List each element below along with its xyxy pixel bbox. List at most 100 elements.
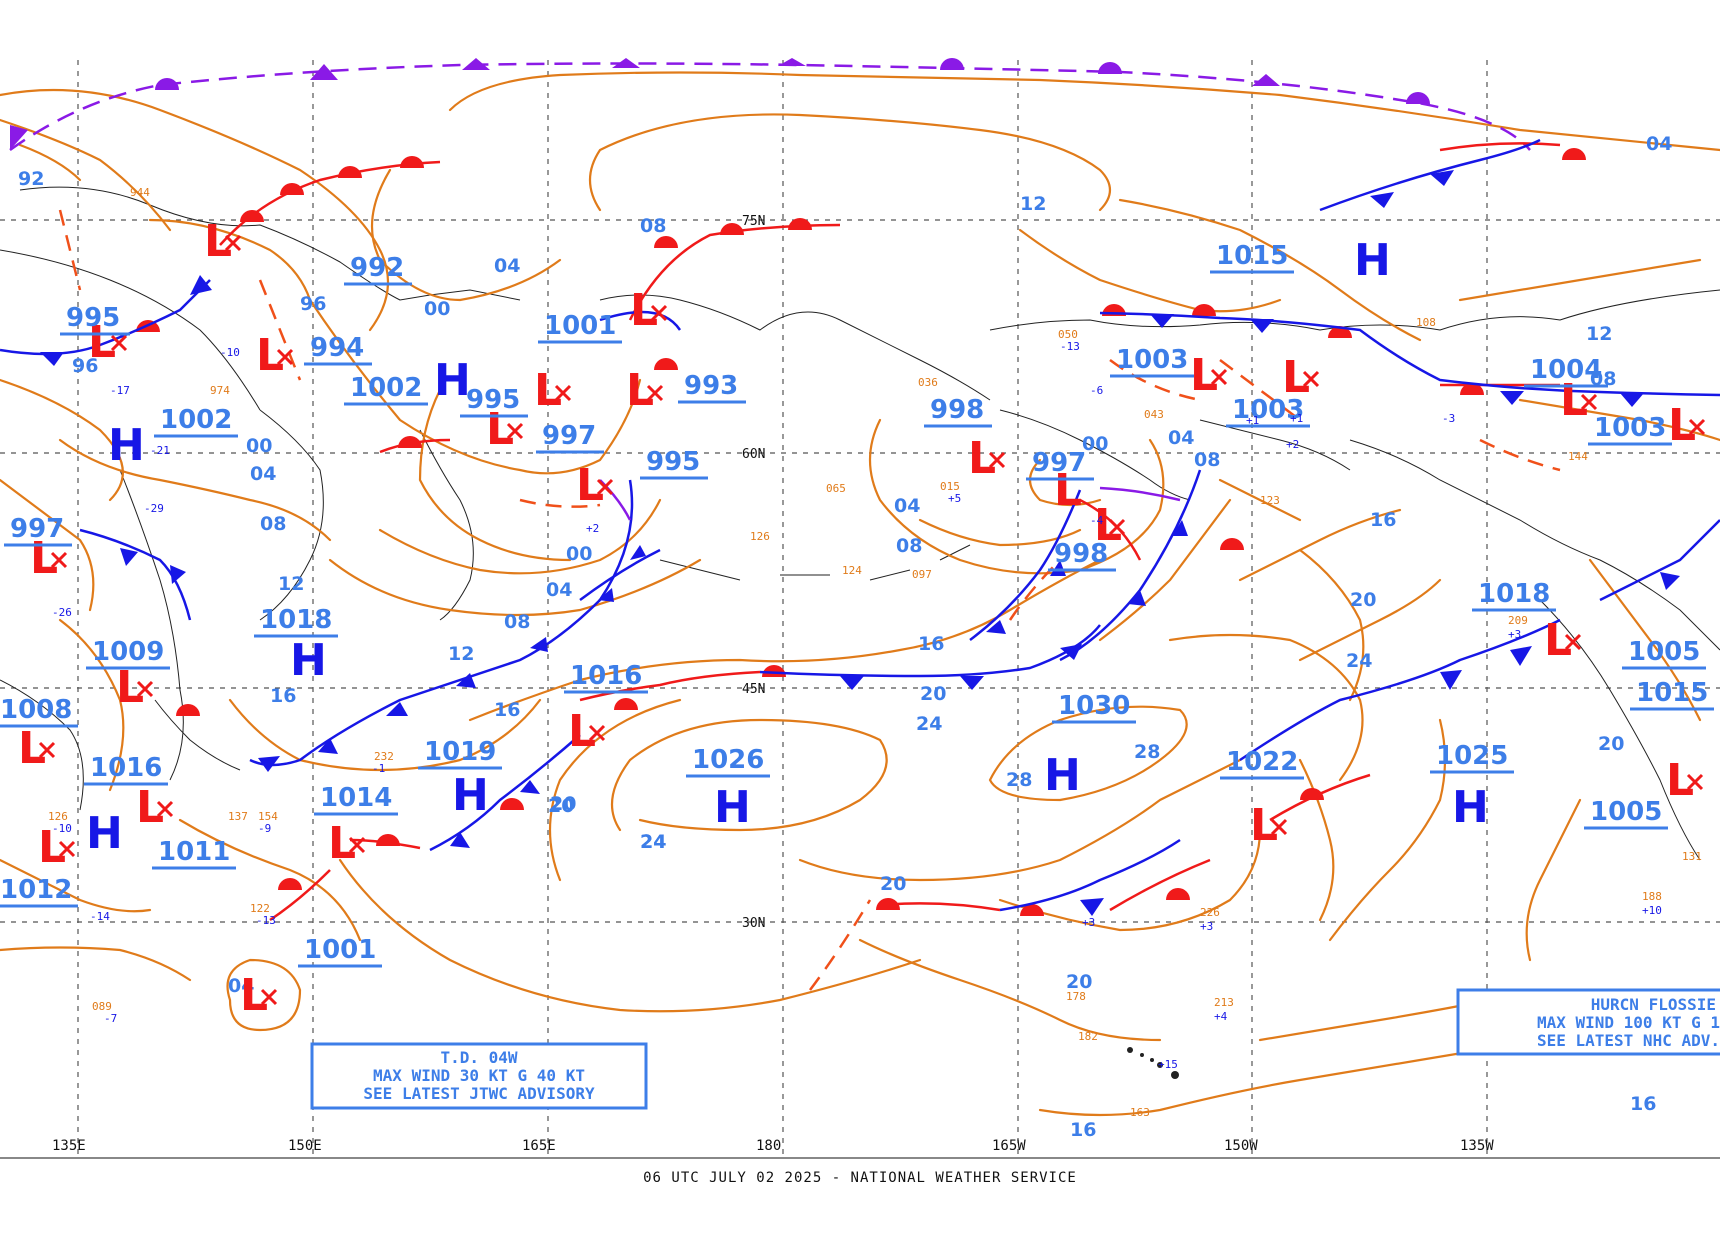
low-symbol: L (30, 533, 58, 584)
lat-label: 60N (742, 447, 765, 462)
station-value: 089 (92, 1000, 112, 1013)
high-symbol: H (452, 770, 489, 821)
lon-label: 180 (756, 1138, 781, 1154)
station-value: +10 (1642, 904, 1662, 917)
isobar-label: 04 (494, 255, 520, 277)
low-symbol: L (626, 365, 654, 416)
low-symbol: L (486, 404, 514, 455)
central-pressure: 1003 (1232, 395, 1304, 425)
isobar-label: 20 (920, 683, 946, 705)
lat-label: 75N (742, 214, 765, 229)
central-pressure: 1016 (570, 661, 642, 691)
low-symbol: L (256, 330, 284, 381)
isobar-label: 20 (548, 795, 574, 817)
cold-front-triangles (40, 170, 1680, 916)
isobar-label: 04 (546, 579, 572, 601)
central-pressure: 1009 (92, 637, 164, 667)
low-symbol: L (568, 706, 596, 757)
isobar-label: 96 (72, 355, 98, 377)
isobar-label: 28 (1006, 769, 1032, 791)
central-pressure: 997 (1032, 448, 1086, 478)
lon-label: 165W (992, 1138, 1026, 1154)
isobar-label: 04 (1168, 427, 1194, 449)
isobar-label: 20 (880, 873, 906, 895)
low-symbol: L (88, 317, 116, 368)
isobar-label: 92 (18, 168, 44, 190)
station-value: +15 (1158, 1058, 1178, 1071)
td-advisory-line: SEE LATEST JTWC ADVISORY (363, 1084, 595, 1103)
station-value: 226 (1200, 906, 1220, 919)
station-value: +1 (1246, 414, 1259, 427)
low-symbol: L (18, 723, 46, 774)
isobar-label: 20 (1066, 971, 1092, 993)
central-pressure: 1014 (320, 783, 392, 813)
isobar-label: 04 (228, 975, 254, 997)
td-advisory-line: MAX WIND 30 KT G 40 KT (373, 1066, 585, 1085)
low-symbol: L (1544, 615, 1572, 666)
isobar-label: 04 (250, 463, 276, 485)
warm-front-semicircles (136, 148, 1586, 916)
central-pressure: 1026 (692, 745, 764, 775)
station-value: 122 (250, 902, 270, 915)
low-symbol: L (1282, 352, 1310, 403)
central-pressure: 1004 (1530, 355, 1602, 385)
isobar-label: 00 (246, 435, 272, 457)
station-value: 124 (842, 564, 862, 577)
central-pressure: 1003 (1594, 413, 1666, 443)
isobar-label: 00 (424, 298, 450, 320)
low-symbol: L (534, 365, 562, 416)
isobar-label: 16 (1370, 509, 1396, 531)
station-value: -21 (150, 444, 170, 457)
central-pressure: 1005 (1628, 637, 1700, 667)
cold-fronts (0, 138, 1720, 912)
station-value: +2 (586, 522, 599, 535)
low-symbol: L (204, 216, 232, 267)
station-value: -9 (258, 822, 271, 835)
longitude-labels: 135E 150E 165E 180 165W 150W 135W (52, 1138, 1494, 1154)
isobar-label: 16 (270, 685, 296, 707)
station-value: 137 (228, 810, 248, 823)
station-value: 131 (1682, 850, 1702, 863)
station-value: 178 (1066, 990, 1086, 1003)
central-pressure: 1012 (0, 875, 72, 905)
central-pressure: 995 (66, 303, 120, 333)
high-symbol: H (1044, 750, 1081, 801)
isobar-label: 08 (504, 611, 530, 633)
central-pressure: 997 (10, 514, 64, 544)
pressure-symbols: L L L H H L L L L L L H L L L H L L H L … (18, 216, 1696, 1021)
isobar-label: 20 (1350, 589, 1376, 611)
station-value: -6 (1090, 384, 1103, 397)
hurricane-advisory-line: MAX WIND 100 KT G 1 (1537, 1013, 1720, 1032)
station-value: -7 (104, 1012, 117, 1025)
central-pressure: 997 (542, 421, 596, 451)
central-pressure: 994 (310, 333, 364, 363)
isobar-label: 12 (278, 573, 304, 595)
lon-label: 150W (1224, 1138, 1258, 1154)
central-pressure: 1022 (1226, 747, 1298, 777)
low-symbol: L (1668, 400, 1696, 451)
station-observations: 944 -10 974 -29 065 015 036 +5 050 -13 0… (48, 186, 1702, 1119)
lat-label: 45N (742, 682, 765, 697)
station-value: -1 (372, 762, 385, 775)
central-pressure: 1008 (0, 695, 72, 725)
isobar-label: 16 (1630, 1093, 1656, 1115)
central-pressure: 1011 (158, 837, 230, 867)
hurricane-advisory-box: HURCN FLOSSIE MAX WIND 100 KT G 1 SEE LA… (1456, 988, 1720, 1056)
isobar-label: 96 (300, 293, 326, 315)
isobar-label: 12 (1586, 323, 1612, 345)
central-pressures: 995 992 994 1002 1002 995 1001 993 997 9… (0, 241, 1708, 965)
low-symbol: L (1666, 755, 1694, 806)
station-value: +3 (1200, 920, 1213, 933)
station-value: -13 (256, 914, 276, 927)
low-symbol: L (328, 818, 356, 869)
station-value: 065 (826, 482, 846, 495)
td-advisory-box: T.D. 04W MAX WIND 30 KT G 40 KT SEE LATE… (310, 1042, 648, 1110)
isobar-label: 16 (1070, 1119, 1096, 1141)
isobar-label: 24 (916, 713, 942, 735)
station-value: 036 (918, 376, 938, 389)
low-center-marks (38, 234, 1706, 1006)
low-symbol: L (116, 662, 144, 713)
lon-label: 135E (52, 1138, 86, 1154)
station-value: 213 (1214, 996, 1234, 1009)
